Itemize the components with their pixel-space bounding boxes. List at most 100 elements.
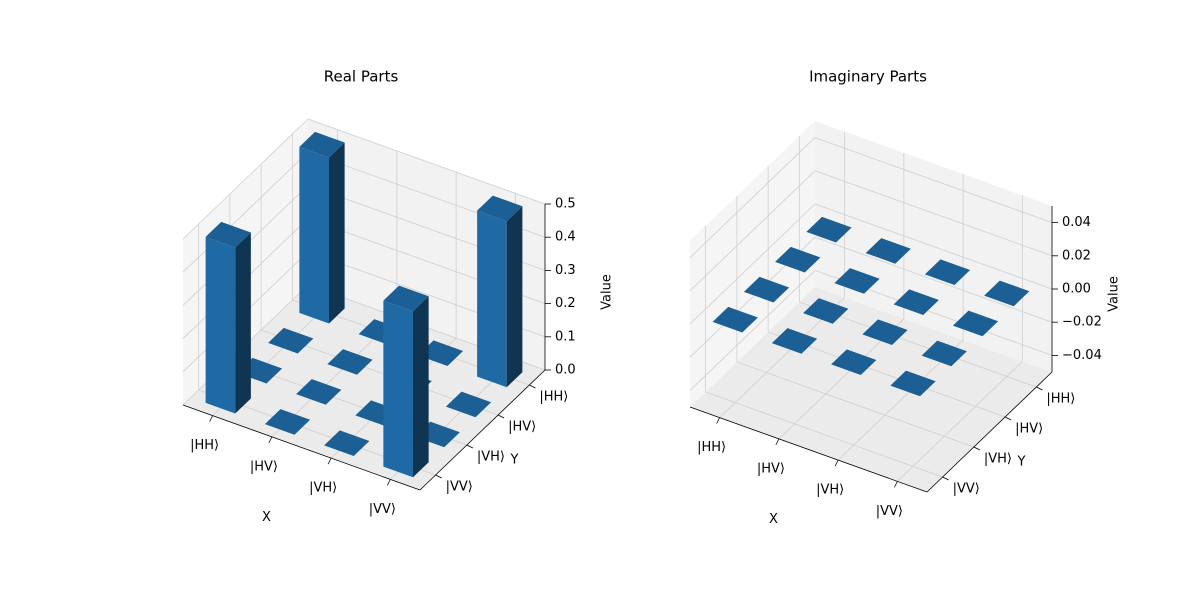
grid-line (182, 151, 309, 273)
bar-top (296, 379, 342, 405)
bar-front (205, 236, 236, 414)
bar-top (924, 259, 971, 285)
y-tick (466, 444, 474, 449)
y-axis-line (419, 369, 546, 491)
bar-top (299, 131, 345, 158)
x-axis-label: X (769, 512, 778, 527)
z-tick-label: 0.04 (1062, 215, 1091, 230)
z-tick-label: 0.2 (555, 296, 576, 311)
grid-line (897, 361, 1023, 482)
x-tick (716, 417, 720, 424)
y-tick-label: |VV⟩ (446, 480, 473, 495)
x-tick (775, 438, 780, 446)
bar (327, 349, 373, 375)
bar-front (477, 210, 507, 388)
bar (296, 379, 342, 405)
y-tick-label: |VH⟩ (984, 452, 1012, 467)
bar-top (806, 216, 852, 243)
chart-title: Real Parts (324, 68, 399, 86)
z-tick-label: −0.04 (1062, 348, 1102, 363)
bar-top (893, 289, 939, 315)
bar-top (831, 349, 877, 375)
z-tick-label: 0.1 (555, 329, 576, 344)
x-tick-label: |HH⟩ (697, 440, 726, 455)
bar-top (775, 246, 821, 273)
y-axis-label: Y (1017, 455, 1026, 470)
x-tick-label: |VV⟩ (369, 502, 396, 517)
bar (921, 340, 967, 367)
bar (264, 409, 311, 435)
bar-top (477, 195, 523, 222)
grid-line (689, 137, 816, 258)
bar-top (743, 276, 790, 303)
grid-line (814, 236, 1053, 323)
y-tick-label: |VH⟩ (477, 450, 505, 465)
bar-side (329, 142, 345, 324)
z-tick-label: −0.02 (1062, 315, 1102, 330)
bar-top (205, 221, 251, 248)
grid-line (689, 170, 816, 292)
bar-top (862, 319, 908, 345)
x-tick (894, 481, 898, 488)
z-tick-label: 0.00 (1062, 282, 1091, 297)
grid-line (814, 137, 1053, 223)
z-axis-label: Value (600, 274, 615, 310)
z-tick-label: 0.0 (555, 363, 576, 378)
bar-front (383, 300, 413, 478)
bar-top (984, 280, 1030, 307)
grid-line (814, 170, 1053, 257)
bar (775, 246, 821, 273)
x-tick-label: |VV⟩ (876, 504, 903, 519)
bar (743, 276, 790, 303)
panel: −0.04−0.020.000.020.04|HH⟩|HV⟩|VH⟩|VV⟩|H… (689, 68, 1122, 527)
floor-pane (183, 285, 545, 490)
x-tick-label: |HH⟩ (190, 438, 219, 453)
y-tick (1036, 386, 1043, 391)
grid-line (689, 203, 816, 325)
y-axis-line (926, 371, 1053, 493)
bar (924, 259, 971, 285)
bar (445, 391, 492, 418)
bar-top (890, 370, 936, 397)
bar-front (299, 146, 329, 324)
grid-line (182, 118, 309, 240)
x-tick (834, 459, 839, 467)
grid-line (814, 203, 1053, 290)
x-axis-line (182, 404, 421, 491)
x-tick (209, 415, 213, 422)
bar (806, 216, 852, 243)
bar-top (417, 340, 464, 366)
grid-line (705, 391, 943, 478)
bar (803, 298, 849, 324)
x-tick-label: |HV⟩ (757, 461, 785, 476)
chart-title: Imaginary Parts (809, 68, 927, 86)
x-tick-label: |HV⟩ (250, 459, 278, 474)
bar-side (235, 232, 251, 414)
bar (862, 319, 908, 345)
bar (324, 430, 370, 456)
bar (268, 327, 314, 354)
panel: 0.00.10.20.30.40.5|HH⟩|HV⟩|VH⟩|VV⟩|HH⟩|H… (182, 68, 615, 525)
bar (893, 289, 939, 315)
x-tick (327, 457, 332, 465)
y-tick (1004, 416, 1012, 421)
y-tick (497, 414, 505, 419)
y-tick (973, 446, 981, 451)
bar (383, 285, 429, 478)
bar-top (445, 391, 492, 418)
bar-top (771, 328, 818, 354)
y-tick (435, 474, 442, 479)
z-tick-label: 0.02 (1062, 248, 1091, 263)
bar (417, 340, 464, 366)
x-tick (268, 436, 273, 444)
grid-line (689, 270, 816, 391)
y-tick-label: |HV⟩ (1015, 422, 1043, 437)
bar-side (506, 206, 523, 388)
bar (477, 195, 523, 388)
bar-top (921, 340, 967, 367)
bar-top (952, 310, 999, 337)
y-axis-label: Y (510, 453, 519, 468)
y-tick-label: |HH⟩ (539, 390, 568, 405)
y-tick-label: |HH⟩ (1046, 392, 1075, 407)
x-axis-label: X (262, 510, 271, 525)
